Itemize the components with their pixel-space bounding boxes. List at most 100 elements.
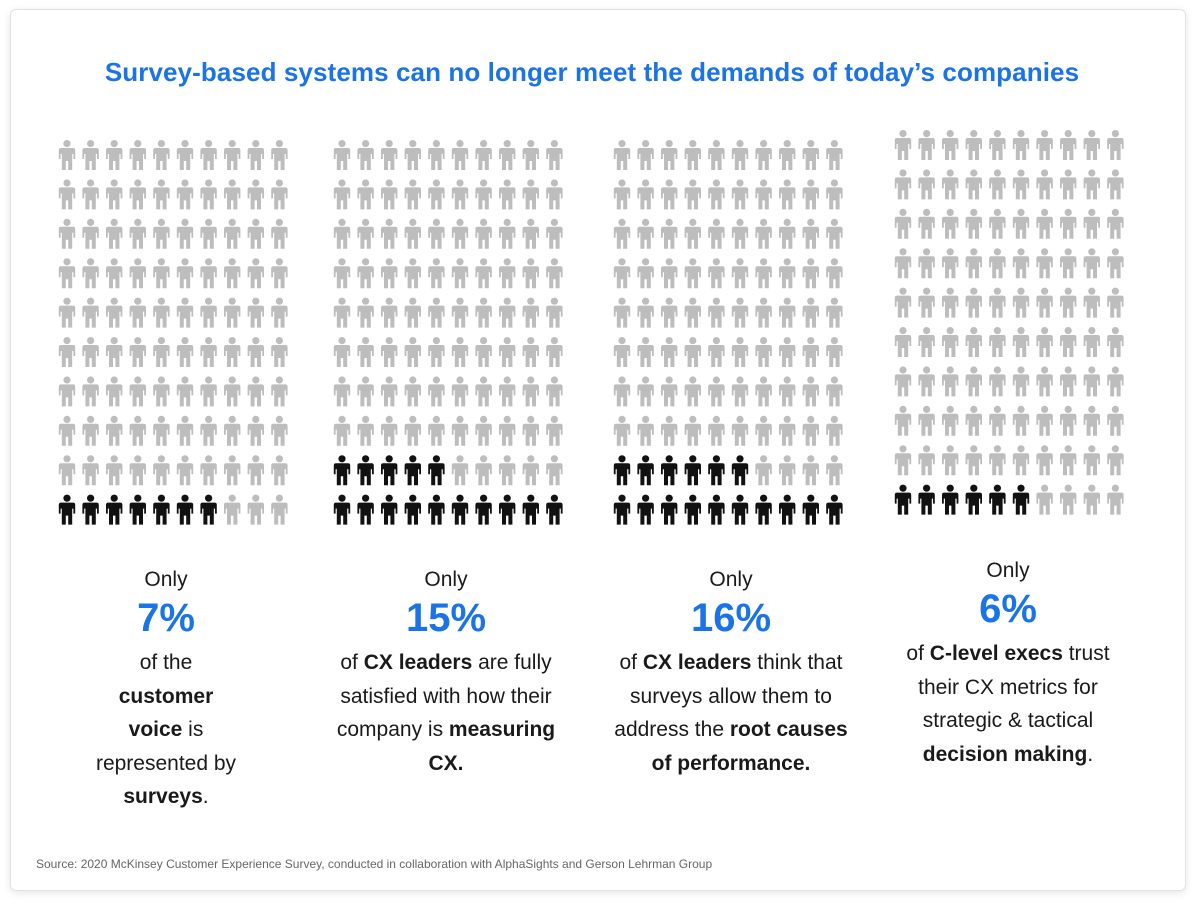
person-icon [684, 376, 701, 407]
person-icon [637, 258, 654, 289]
person-icon [826, 415, 843, 446]
stat-description-text: of [340, 651, 364, 674]
person-icon [106, 297, 123, 328]
person-icon [357, 297, 374, 328]
stat-description-text: . [1087, 742, 1094, 766]
person-icon [475, 140, 492, 170]
person-icon [918, 130, 935, 160]
person-icon-highlighted [802, 494, 819, 525]
person-icon [475, 179, 492, 210]
person-icon [404, 140, 421, 170]
person-icon [965, 405, 982, 436]
person-icon [153, 140, 170, 170]
person-icon [428, 258, 445, 289]
person-icon [1083, 445, 1100, 476]
person-icon [779, 415, 796, 446]
pictogram-customer-voice [58, 140, 288, 525]
person-icon [989, 130, 1006, 160]
person-icon [381, 337, 398, 367]
stat-percent: 6% [979, 587, 1037, 631]
person-icon-highlighted [661, 494, 678, 525]
person-icon [546, 179, 563, 210]
person-icon [333, 258, 351, 289]
person-icon-highlighted [404, 494, 421, 525]
person-icon [661, 337, 678, 367]
person-icon [200, 218, 217, 249]
person-icon-highlighted [404, 455, 421, 486]
person-icon [894, 287, 912, 318]
person-icon [224, 297, 241, 328]
person-icon [613, 140, 631, 170]
person-icon [106, 179, 123, 210]
person-icon [989, 248, 1006, 279]
person-icon [271, 297, 288, 328]
person-icon [1012, 445, 1030, 476]
person-icon [965, 208, 982, 239]
pictogram-cx-leaders-satisfied [333, 140, 563, 525]
person-icon [826, 337, 843, 367]
person-icon [802, 337, 819, 367]
person-icon [731, 258, 749, 289]
person-icon [755, 258, 772, 289]
person-icon [1012, 208, 1030, 239]
person-icon [176, 258, 194, 289]
person-icon [58, 455, 76, 486]
person-icon [684, 258, 701, 289]
person-icon [613, 297, 631, 328]
person-icon [1060, 287, 1077, 318]
person-icon [522, 455, 539, 486]
person-icon [153, 258, 170, 289]
person-icon [82, 140, 99, 170]
person-icon [708, 297, 725, 328]
person-icon [546, 140, 563, 170]
person-icon [475, 415, 492, 446]
person-icon [1012, 248, 1030, 279]
person-icon [1083, 405, 1100, 436]
person-icon-highlighted [451, 494, 469, 525]
person-icon-highlighted [637, 455, 654, 486]
person-icon [755, 179, 772, 210]
person-icon [200, 297, 217, 328]
person-icon [613, 415, 631, 446]
person-icon [381, 179, 398, 210]
person-icon [1083, 130, 1100, 160]
person-icon [918, 405, 935, 436]
person-icon [1107, 366, 1124, 397]
person-icon [1012, 169, 1030, 200]
person-icon [755, 297, 772, 328]
person-icon [1060, 169, 1077, 200]
person-icon [381, 376, 398, 407]
person-icon [200, 415, 217, 446]
person-icon [58, 218, 76, 249]
person-icon [224, 337, 241, 367]
person-icon [942, 405, 959, 436]
person-icon [708, 140, 725, 170]
person-icon [637, 297, 654, 328]
person-icon [826, 455, 843, 486]
stat-cx-leaders-satisfied: Only 15% of CX leaders are fully satisfi… [316, 566, 576, 780]
stat-only-label: Only [986, 559, 1030, 582]
stat-percent: 15% [405, 596, 487, 640]
person-icon [428, 140, 445, 170]
person-icon-highlighted [129, 494, 146, 525]
person-icon [546, 297, 563, 328]
stat-description-text: of [906, 642, 930, 665]
person-icon [153, 376, 170, 407]
person-icon-highlighted [357, 455, 374, 486]
person-icon [894, 208, 912, 239]
person-icon [247, 494, 264, 525]
person-icon [428, 218, 445, 249]
person-icon [779, 297, 796, 328]
person-icon [1083, 208, 1100, 239]
person-icon-highlighted [708, 494, 725, 525]
person-icon [755, 376, 772, 407]
person-icon-highlighted [613, 455, 631, 486]
person-icon [1083, 169, 1100, 200]
person-icon [779, 179, 796, 210]
person-icon [1036, 405, 1053, 436]
person-icon [1083, 366, 1100, 397]
stat-description-bold: decision making [922, 742, 1088, 766]
person-icon [499, 179, 516, 210]
person-icon [200, 258, 217, 289]
person-icon [247, 376, 264, 407]
